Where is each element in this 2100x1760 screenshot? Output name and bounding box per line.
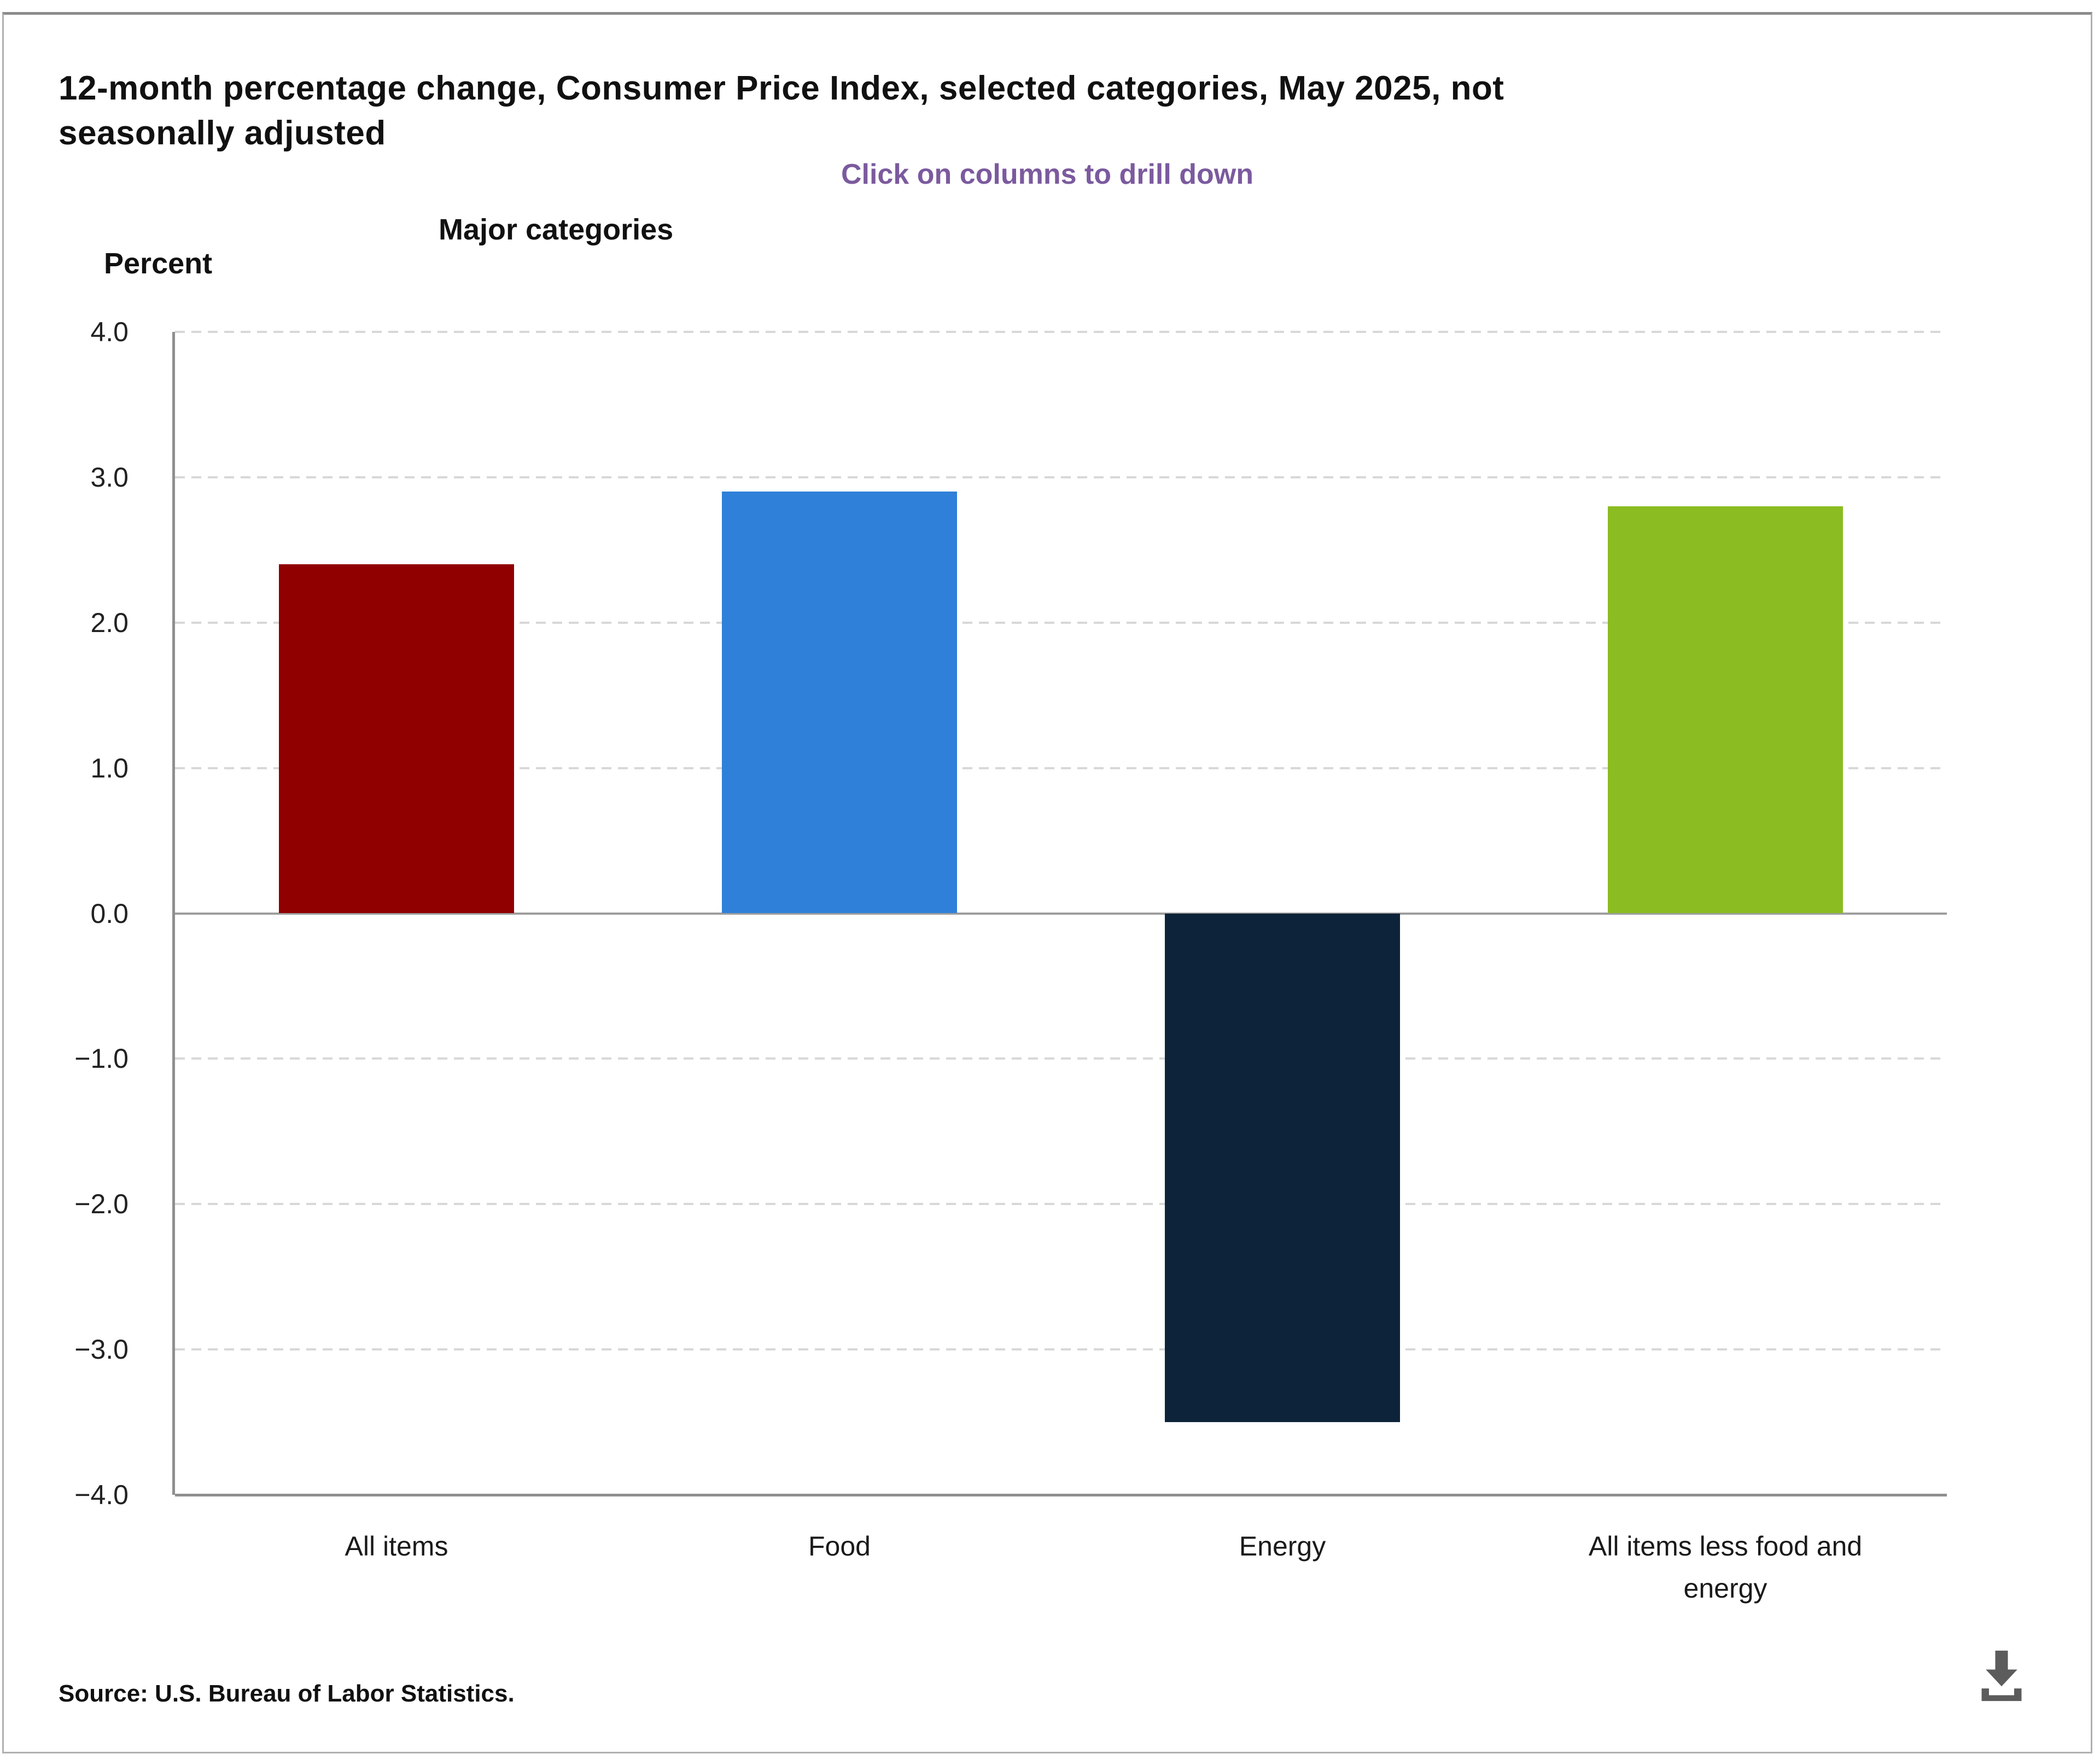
y-tick-label: 1.0 [90, 752, 129, 783]
source-text: Source: U.S. Bureau of Labor Statistics. [59, 1680, 515, 1707]
x-axis-title: Major categories [439, 213, 674, 246]
y-tick-label: 3.0 [90, 461, 129, 493]
y-tick-label: −1.0 [74, 1043, 129, 1074]
y-tick-label: −3.0 [74, 1334, 129, 1365]
gridline [175, 331, 1947, 333]
x-category-label: Energy [1239, 1531, 1326, 1562]
download-icon [1981, 1650, 2022, 1701]
x-category-label: All items [345, 1531, 448, 1562]
y-tick-label: 4.0 [90, 317, 129, 347]
bar-food[interactable] [722, 492, 957, 914]
plot-area: 4.0 3.0 2.0 1.0 0.0 −1.0 −2.0 −3.0 −4.0 [74, 317, 1947, 1510]
x-category-label: Food [808, 1531, 871, 1562]
gridline [175, 1348, 1947, 1351]
chart-title-line2: seasonally adjusted [59, 114, 386, 152]
chart-title: 12-month percentage change, Consumer Pri… [59, 66, 1504, 156]
y-tick-label: 2.0 [90, 607, 129, 638]
chart-panel: 12-month percentage change, Consumer Pri… [2, 12, 2092, 1753]
x-axis-labels: All items Food Energy All items less food a… [175, 1525, 1947, 1679]
bar-all-items[interactable] [279, 564, 514, 914]
chart-title-line1: 12-month percentage change, Consumer Pri… [59, 69, 1504, 107]
y-tick-label: 0.0 [90, 898, 129, 929]
y-tick-label: −4.0 [74, 1480, 129, 1510]
y-axis-title: Percent [104, 247, 213, 280]
gridline [175, 1203, 1947, 1206]
download-button[interactable] [1975, 1647, 2028, 1705]
gridline [175, 476, 1947, 478]
chart-note: Click on columns to drill down [841, 159, 1254, 190]
bar-all-items-less-food-and-energy[interactable] [1608, 506, 1843, 914]
y-tick-label: −2.0 [74, 1189, 129, 1220]
x-axis-line [175, 1494, 1947, 1496]
bar-energy[interactable] [1165, 913, 1400, 1423]
gridline [175, 1057, 1947, 1060]
gridline [175, 621, 1947, 624]
x-category-label: All items less food and energy [1588, 1531, 1863, 1604]
zero-gridline [175, 912, 1947, 915]
gridline [175, 767, 1947, 769]
